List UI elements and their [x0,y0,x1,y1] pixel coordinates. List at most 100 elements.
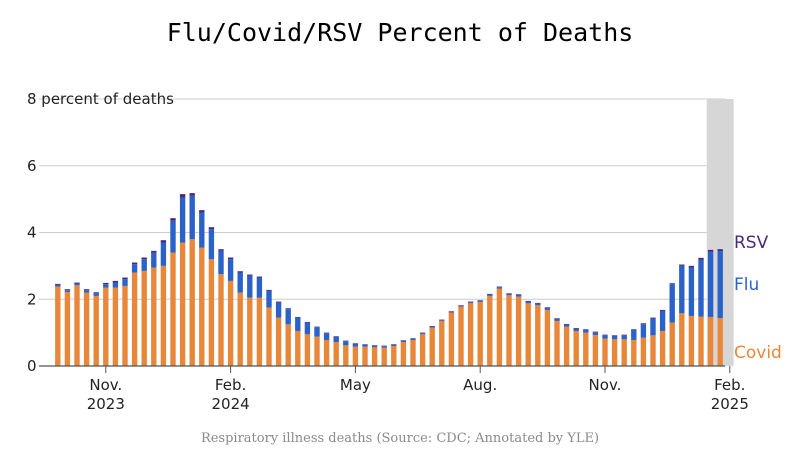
bar-covid [199,247,205,366]
x-tick-year-label: 2023 [87,395,125,413]
x-tick-label: Nov. [89,376,122,394]
bar-flu [602,335,608,339]
bar-covid [227,280,234,366]
y-tick-label: 2 [27,290,37,308]
bar-flu [275,302,282,318]
bar-covid [583,332,589,366]
bar-covid [563,326,570,366]
bar-flu [131,264,138,273]
bar-rsv [74,282,80,284]
bar-rsv [429,325,435,327]
bar-covid [381,347,387,366]
bar-rsv [285,308,291,310]
bar-covid [304,334,311,366]
x-tick-label: Aug. [463,376,497,394]
bar-covid [429,327,435,366]
bar-covid [141,270,147,366]
bar-flu [170,220,176,253]
bar-rsv [170,218,176,221]
bar-rsv [112,280,119,283]
bar-flu [199,212,205,248]
bar-rsv [583,329,589,330]
bar-flu [208,229,215,260]
bar-covid [400,341,407,366]
bar-rsv [247,274,253,276]
bar-flu [160,242,167,266]
bar-rsv [688,265,695,268]
bar-covid [122,285,128,366]
bar-rsv [199,210,205,213]
bar-flu [487,294,493,296]
bar-rsv [237,271,243,273]
bar-rsv [631,329,637,330]
bar-flu [343,341,349,346]
bar-covid [256,297,263,366]
bar-flu [650,318,656,336]
bar-covid [698,316,704,366]
bar-covid [707,316,714,366]
bar-flu [515,294,522,297]
bar-covid [208,259,215,366]
bar-rsv [295,316,301,318]
bar-rsv [439,319,445,321]
bar-flu [323,333,330,340]
bar-rsv [467,301,474,303]
bar-covid [631,339,637,366]
bar-flu [74,283,80,286]
x-tick-label: Feb. [714,376,745,394]
bar-covid [391,345,397,366]
bar-rsv [659,309,666,311]
bar-flu [640,324,647,338]
bar-rsv [208,227,215,230]
bar-rsv [93,292,99,294]
bar-covid [179,242,186,366]
bar-flu [535,303,541,306]
bar-rsv [448,311,455,312]
bar-flu [237,272,243,293]
x-tick-label: Nov. [589,376,622,394]
bar-rsv [218,249,224,251]
bar-covid [83,292,90,366]
bar-flu [439,320,445,321]
bar-covid [679,313,685,366]
bar-rsv [103,282,109,285]
bar-flu [554,318,560,321]
bar-flu [496,287,503,289]
bar-covid [333,341,339,366]
bar-flu [707,251,714,317]
bar-flu [227,259,234,281]
bar-flu [179,197,186,243]
y-tick-label: 0 [27,357,37,375]
bar-covid [343,345,349,366]
bar-covid [621,339,627,366]
bar-flu [189,195,195,240]
bar-rsv [592,331,599,333]
bar-rsv [333,336,339,337]
bar-rsv [304,321,311,323]
bar-rsv [496,286,503,288]
bar-flu [266,290,272,308]
bar-rsv [391,344,397,345]
bar-flu [631,329,637,340]
bar-layer [55,193,723,366]
bar-covid [103,287,109,366]
bar-covid [525,303,531,366]
bar-covid [64,291,71,366]
bar-flu [285,309,291,325]
bar-covid [659,330,666,366]
bar-flu [314,327,320,337]
bar-rsv [314,326,320,328]
bar-flu [122,279,128,286]
bar-flu [400,340,407,342]
legend-label-rsv: RSV [734,233,769,253]
bar-covid [669,322,675,366]
bar-covid [74,285,80,366]
bar-covid [487,295,493,366]
bar-rsv [679,264,685,266]
bar-rsv [535,302,541,304]
bar-rsv [650,317,656,319]
bar-rsv [256,276,263,278]
bar-rsv [554,318,560,319]
bar-covid [592,334,599,366]
